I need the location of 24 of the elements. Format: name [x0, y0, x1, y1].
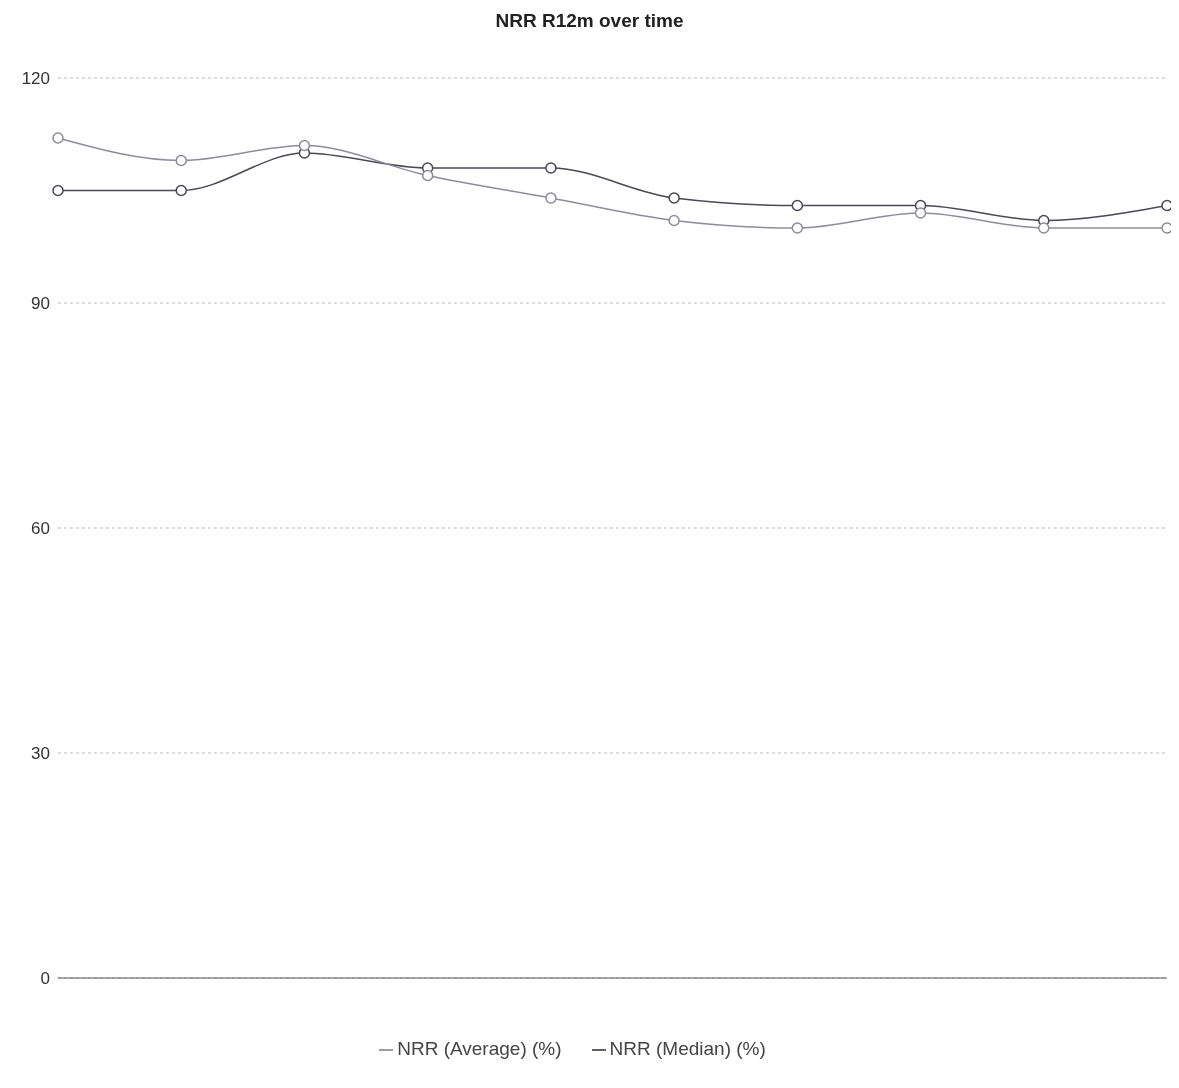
legend-label: NRR (Median) (%) — [609, 1038, 766, 1059]
chart-title: NRR R12m over time — [494, 9, 685, 33]
point — [175, 154, 187, 167]
y-tick-label: 60 — [31, 519, 50, 539]
point — [545, 192, 557, 204]
legend-label: NRR (Average) (%) — [397, 1038, 562, 1059]
point — [791, 222, 804, 234]
y-tick-label: 120 — [21, 69, 50, 89]
y-tick-label: 90 — [31, 294, 50, 314]
point — [668, 214, 680, 227]
point — [791, 199, 804, 212]
point — [421, 169, 434, 182]
point — [52, 184, 64, 197]
point — [1038, 222, 1050, 234]
point — [1161, 199, 1171, 212]
point — [545, 162, 557, 174]
point — [298, 139, 311, 152]
point — [914, 207, 927, 219]
point — [52, 132, 64, 144]
point — [1161, 222, 1171, 234]
point — [668, 192, 680, 204]
point — [175, 184, 187, 197]
y-tick-label: 30 — [31, 744, 50, 764]
y-tick-label: 0 — [40, 969, 50, 989]
